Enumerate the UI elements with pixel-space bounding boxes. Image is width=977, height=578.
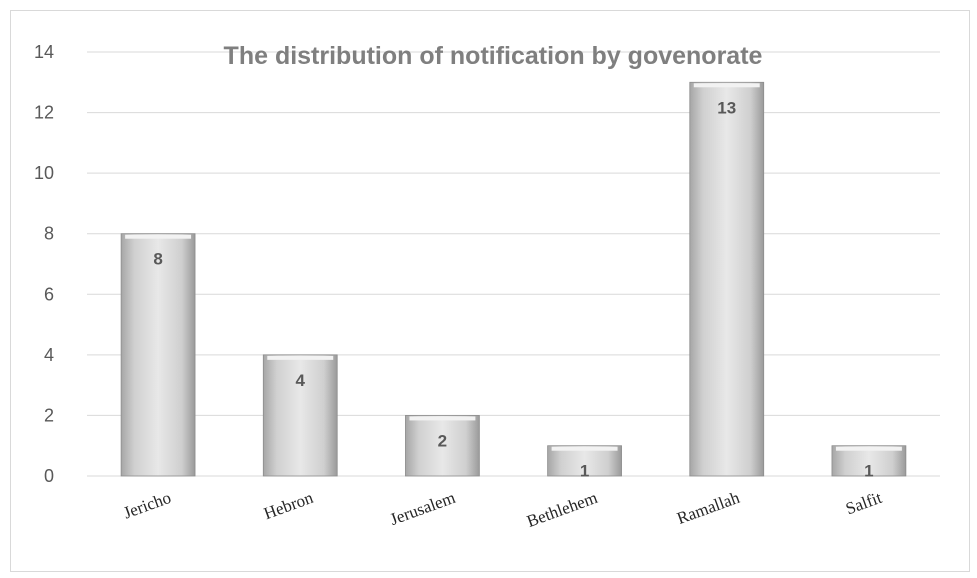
y-tick-label: 10 xyxy=(34,163,54,183)
x-tick-label: Ramallah xyxy=(674,488,742,528)
bar-ramallah xyxy=(689,81,765,477)
bar-hebron xyxy=(262,354,338,477)
x-tick-label: Jerusalem xyxy=(387,488,457,529)
bar-bethlehem xyxy=(547,445,622,477)
data-label: 1 xyxy=(864,462,873,481)
data-label: 2 xyxy=(438,431,447,450)
y-tick-label: 2 xyxy=(44,405,54,425)
bar-jericho xyxy=(120,233,196,477)
y-tick-label: 4 xyxy=(44,345,54,365)
bar-jerusalem xyxy=(405,415,480,477)
y-tick-label: 0 xyxy=(44,466,54,486)
data-label: 1 xyxy=(580,462,589,481)
bars: 8 4 2 1 13 1 xyxy=(120,81,907,481)
x-axis-ticks: Jericho Hebron Jerusalem Bethlehem Ramallah S… xyxy=(121,488,885,531)
y-tick-label: 12 xyxy=(34,103,54,123)
y-axis-ticks: 0 2 4 6 8 10 12 14 xyxy=(34,42,54,486)
data-label: 13 xyxy=(717,98,736,117)
x-tick-label: Bethlehem xyxy=(524,488,600,531)
y-tick-label: 6 xyxy=(44,284,54,304)
x-tick-label: Salfit xyxy=(843,488,884,519)
bar-bevel xyxy=(125,234,192,239)
gridlines xyxy=(87,51,940,477)
bar-bevel xyxy=(267,355,334,360)
bar-bevel xyxy=(551,446,618,451)
bar-bevel xyxy=(693,83,760,88)
y-tick-label: 8 xyxy=(44,224,54,244)
y-tick-label: 14 xyxy=(34,42,54,62)
bar-bevel xyxy=(409,416,476,421)
data-label: 8 xyxy=(153,250,162,269)
bar-salfit xyxy=(831,445,907,477)
x-tick-label: Jericho xyxy=(121,488,174,523)
data-label: 4 xyxy=(296,371,306,390)
x-tick-label: Hebron xyxy=(261,488,316,523)
chart-title: The distribution of notification by gove… xyxy=(224,42,763,70)
bar-bevel xyxy=(835,446,902,451)
